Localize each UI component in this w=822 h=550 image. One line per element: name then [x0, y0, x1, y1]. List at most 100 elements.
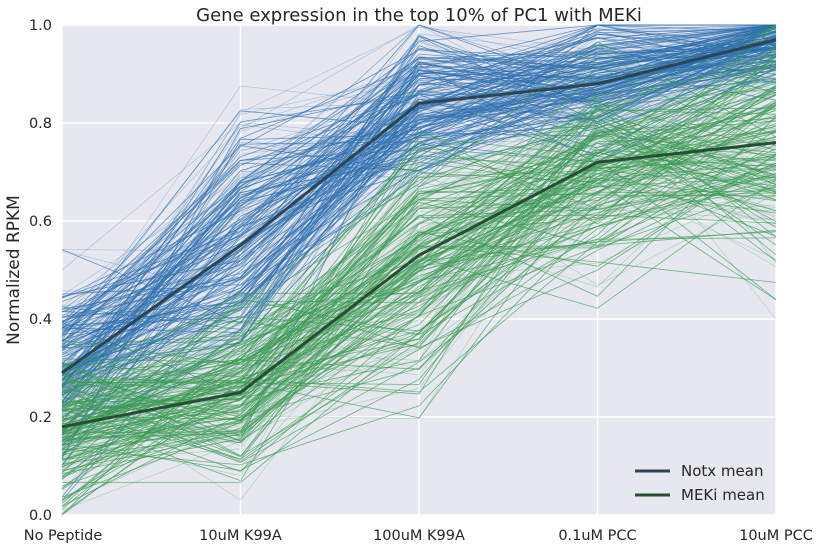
meki-gene-line: [61, 104, 777, 434]
meki-gene-line: [61, 147, 777, 374]
x-tick-label: 100uM K99A: [373, 528, 465, 544]
notx-gene-line: [61, 41, 777, 350]
notx-gene-line: [61, 90, 777, 361]
meki-gene-line: [61, 31, 777, 479]
legend: Notx mean MEKi mean: [635, 462, 765, 504]
meki-gene-line: [61, 109, 777, 393]
meki-gene-line: [61, 115, 777, 384]
meki-gene-line: [61, 101, 777, 420]
meki-gene-line: [61, 173, 777, 437]
individual-gene-lines: [61, 24, 777, 516]
meki-gene-line: [61, 87, 777, 412]
y-tick-label: 0.0: [29, 508, 52, 524]
meki-gene-line: [61, 176, 777, 464]
meki-gene-line: [61, 185, 777, 405]
x-tick-label: 10uM K99A: [199, 528, 282, 544]
notx-gene-line: [61, 24, 777, 337]
meki-gene-line: [61, 158, 777, 427]
notx-gene-line: [61, 27, 777, 374]
y-tick-label: 1.0: [29, 18, 52, 34]
meki-gene-line: [61, 77, 777, 424]
notx-gene-line: [61, 24, 777, 323]
notx-gene-line: [61, 24, 777, 386]
meki-gene-line: [61, 163, 777, 415]
meki-gene-line: [61, 114, 777, 399]
notx-gene-line: [61, 37, 777, 434]
meki-gene-line: [61, 43, 777, 433]
notx-gene-line: [61, 48, 777, 324]
meki-gene-line: [61, 168, 777, 385]
meki-gene-line: [61, 176, 777, 489]
mean-lines: [61, 38, 777, 429]
meki-gene-line: [61, 92, 777, 491]
meki-gene-line: [61, 129, 777, 429]
notx-gene-line: [61, 57, 777, 397]
meki-gene-line: [61, 168, 777, 411]
meki-gene-line: [61, 48, 777, 427]
meki-gene-line: [61, 85, 777, 460]
notx-gene-line: [61, 56, 777, 430]
meki-gene-line: [61, 135, 777, 388]
meki-gene-line: [61, 134, 777, 368]
y-tick-label: 0.2: [29, 410, 52, 426]
meki-gene-line: [61, 154, 777, 394]
meki-gene-line: [61, 193, 777, 442]
meki-gene-line: [61, 214, 777, 392]
notx-gene-line: [61, 24, 777, 340]
notx-gene-line: [61, 30, 777, 384]
notx-gene-line: [61, 57, 777, 379]
meki-gene-line: [61, 121, 777, 474]
notx-gene-line: [61, 24, 777, 381]
meki-gene-line: [61, 164, 777, 457]
meki-gene-line: [61, 153, 777, 407]
meki-gene-line: [61, 132, 777, 507]
meki-gene-line: [61, 134, 777, 451]
notx-gene-line: [61, 24, 777, 342]
meki-gene-line: [61, 108, 777, 460]
meki-gene-line: [61, 162, 777, 409]
meki-gene-line: [61, 54, 777, 455]
meki-gene-line: [61, 104, 777, 465]
meki-gene-line: [61, 208, 777, 437]
notx-gene-line: [61, 47, 777, 318]
x-tick-label: No Peptide: [24, 528, 103, 544]
meki-gene-line: [61, 90, 777, 422]
meki-gene-line: [61, 129, 777, 411]
x-tick-label: 10uM PCC: [739, 528, 813, 544]
meki-gene-line: [61, 52, 777, 425]
meki-gene-line: [61, 69, 777, 446]
legend-label: MEKi mean: [681, 486, 765, 504]
meki-gene-line: [61, 121, 777, 441]
meki-gene-line: [61, 178, 777, 432]
notx-gene-line: [61, 24, 777, 456]
meki-gene-line: [61, 115, 777, 412]
meki-gene-line: [61, 78, 777, 454]
notx-gene-line: [61, 63, 777, 313]
notx-gene-line: [61, 80, 777, 332]
chart-title: Gene expression in the top 10% of PC1 wi…: [196, 5, 642, 26]
meki-gene-line: [61, 156, 777, 501]
meki-gene-line: [61, 162, 777, 422]
notx-gene-line: [61, 24, 777, 374]
meki-gene-line: [61, 119, 777, 439]
meki-gene-line: [61, 162, 777, 463]
y-tick-label: 0.4: [29, 312, 52, 328]
meki-gene-line: [61, 159, 777, 420]
notx-gene-line: [61, 33, 777, 387]
meki-gene-line: [61, 107, 777, 346]
notx-gene-line: [61, 33, 777, 459]
notx-gene-line: [61, 24, 777, 296]
meki-gene-line: [61, 122, 777, 434]
notx-gene-line: [61, 35, 777, 371]
meki-gene-line: [61, 55, 777, 413]
y-tick-label: 0.8: [29, 116, 52, 132]
meki-gene-line: [61, 102, 777, 477]
meki-gene-line: [61, 245, 777, 426]
legend-label: Notx mean: [681, 462, 763, 480]
meki-gene-line: [61, 139, 777, 447]
meki-gene-line: [61, 137, 777, 420]
notx-gene-line: [61, 26, 777, 349]
axes: 0.0 0.2 0.4 0.6 0.8 1.0 No Peptide 10uM K99A 100…: [24, 18, 813, 544]
meki-gene-line: [61, 25, 777, 430]
